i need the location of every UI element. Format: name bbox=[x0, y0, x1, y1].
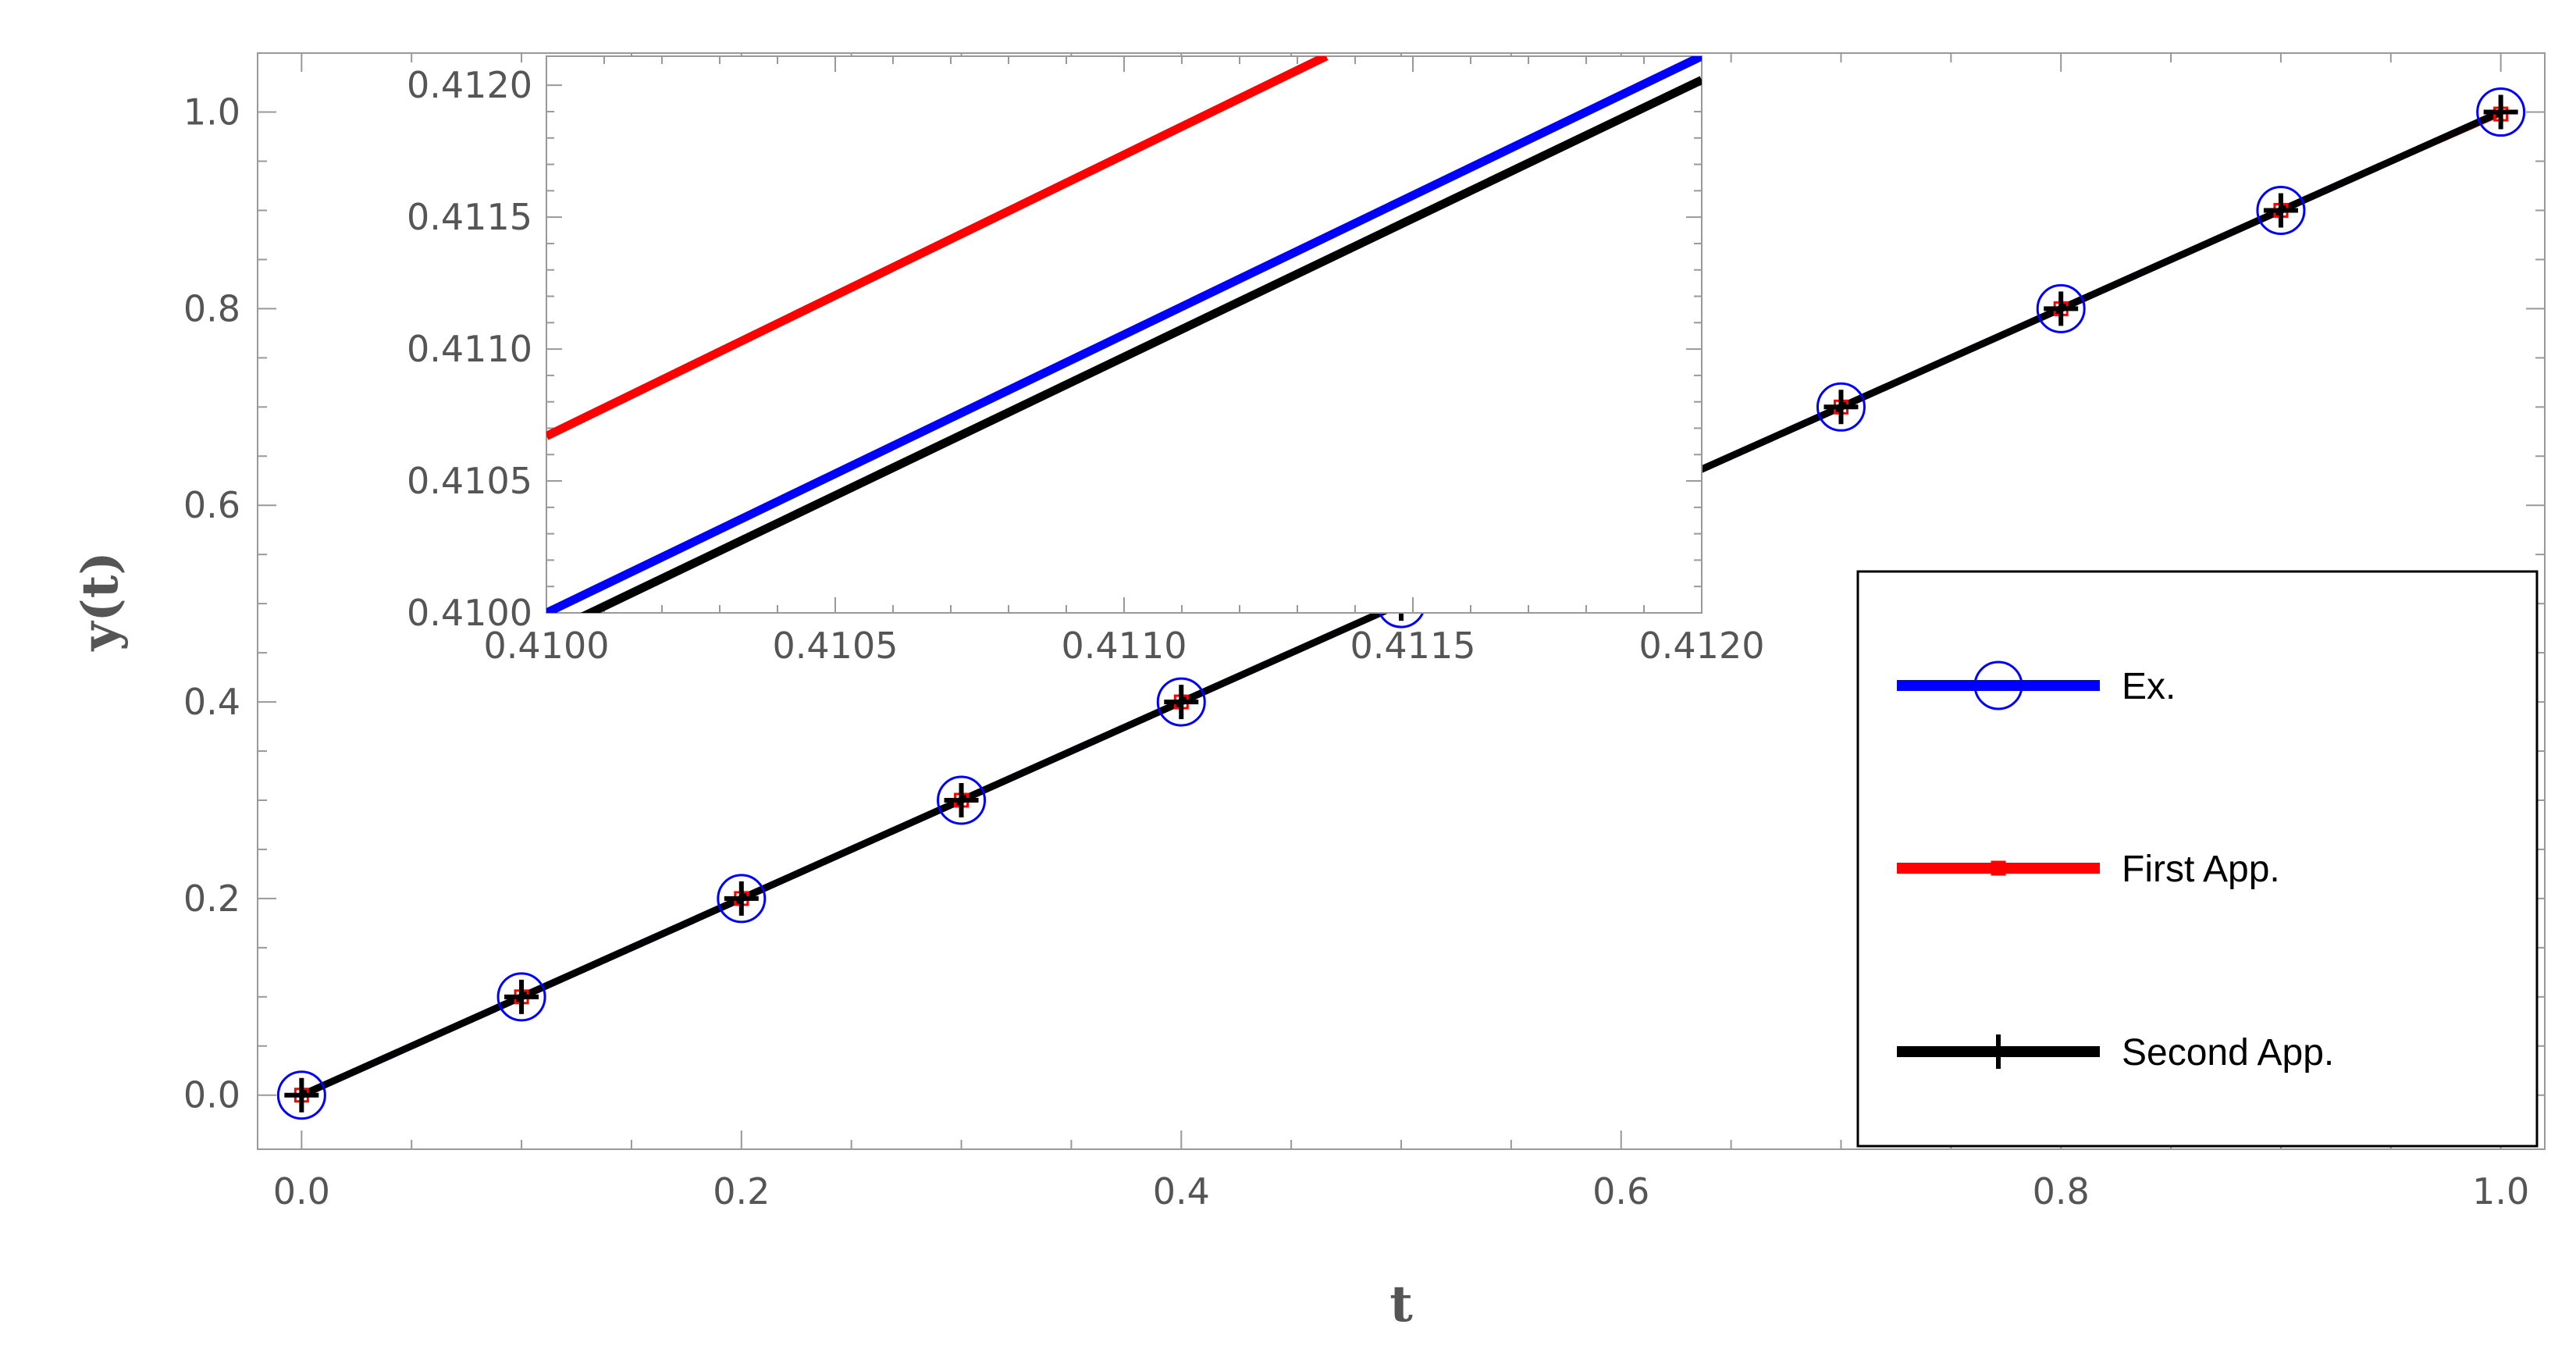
x-axis-title: t bbox=[1389, 1275, 1413, 1333]
x-tick-label: 0.8 bbox=[2033, 1170, 2090, 1212]
x-tick-label: 0.2 bbox=[713, 1170, 770, 1212]
x-tick-label: 0.6 bbox=[1592, 1170, 1649, 1212]
inset-y-tick-label: 0.4100 bbox=[407, 592, 532, 634]
legend: Ex. First App. Second App. bbox=[1856, 570, 2539, 1148]
y-tick-label: 0.0 bbox=[183, 1074, 240, 1116]
point-second-app bbox=[1823, 390, 1859, 425]
point-ex bbox=[496, 972, 546, 1022]
y-axis-title: y(t) bbox=[71, 551, 130, 651]
inset-x-tick-label: 0.4100 bbox=[484, 625, 610, 667]
point-ex bbox=[276, 1070, 326, 1120]
point-ex bbox=[717, 874, 767, 924]
y-tick-label: 0.4 bbox=[183, 681, 240, 723]
point-ex bbox=[2476, 87, 2526, 137]
inset-y-tick-label: 0.4120 bbox=[407, 64, 532, 106]
point-second-app bbox=[2044, 291, 2079, 326]
y-tick-label: 1.0 bbox=[183, 91, 240, 134]
inset-plot: 0.4100 0.4105 0.4110 0.4115 0.4120 0.4100 0.41… bbox=[407, 55, 1765, 667]
point-second-app bbox=[504, 979, 539, 1014]
legend-marker-first-app bbox=[1991, 860, 2006, 876]
point-second-app bbox=[724, 881, 759, 916]
point-ex bbox=[1156, 677, 1206, 727]
inset-line-second-app bbox=[580, 76, 1702, 613]
point-second-app bbox=[944, 782, 979, 817]
inset-lines bbox=[546, 56, 1702, 613]
x-tick-label: 0.0 bbox=[273, 1170, 330, 1212]
y-tick-label: 0.6 bbox=[183, 484, 240, 526]
point-ex bbox=[937, 775, 987, 825]
legend-label-first-app: First App. bbox=[2122, 849, 2280, 890]
y-tick-label: 0.2 bbox=[183, 878, 240, 920]
inset-x-tick-label: 0.4105 bbox=[773, 625, 898, 667]
point-second-app bbox=[2483, 94, 2518, 130]
inset-y-tick-label: 0.4110 bbox=[407, 328, 532, 370]
inset-y-tick-label: 0.4115 bbox=[407, 196, 532, 238]
point-second-app bbox=[1164, 685, 1199, 720]
inset-x-tick-label: 0.4115 bbox=[1350, 625, 1476, 667]
inset-line-ex bbox=[546, 56, 1702, 613]
inset-line-first-app bbox=[546, 56, 1329, 440]
legend-label-second-app: Second App. bbox=[2122, 1032, 2334, 1073]
point-ex bbox=[2036, 283, 2086, 333]
legend-label-ex: Ex. bbox=[2122, 666, 2176, 707]
x-tick-label: 1.0 bbox=[2472, 1170, 2529, 1212]
inset-x-tick-label: 0.4110 bbox=[1062, 625, 1187, 667]
point-ex bbox=[2256, 185, 2306, 235]
y-tick-label: 0.8 bbox=[183, 287, 240, 329]
inset-y-tick-label: 0.4105 bbox=[407, 460, 532, 502]
point-ex bbox=[1816, 382, 1866, 432]
inset-x-tick-label: 0.4120 bbox=[1639, 625, 1765, 667]
point-second-app bbox=[2263, 193, 2298, 228]
point-second-app bbox=[284, 1077, 319, 1113]
x-tick-label: 0.4 bbox=[1153, 1170, 1210, 1212]
legend-marker-second-app bbox=[1981, 1034, 2016, 1069]
legend-marker-ex bbox=[1973, 660, 2023, 710]
